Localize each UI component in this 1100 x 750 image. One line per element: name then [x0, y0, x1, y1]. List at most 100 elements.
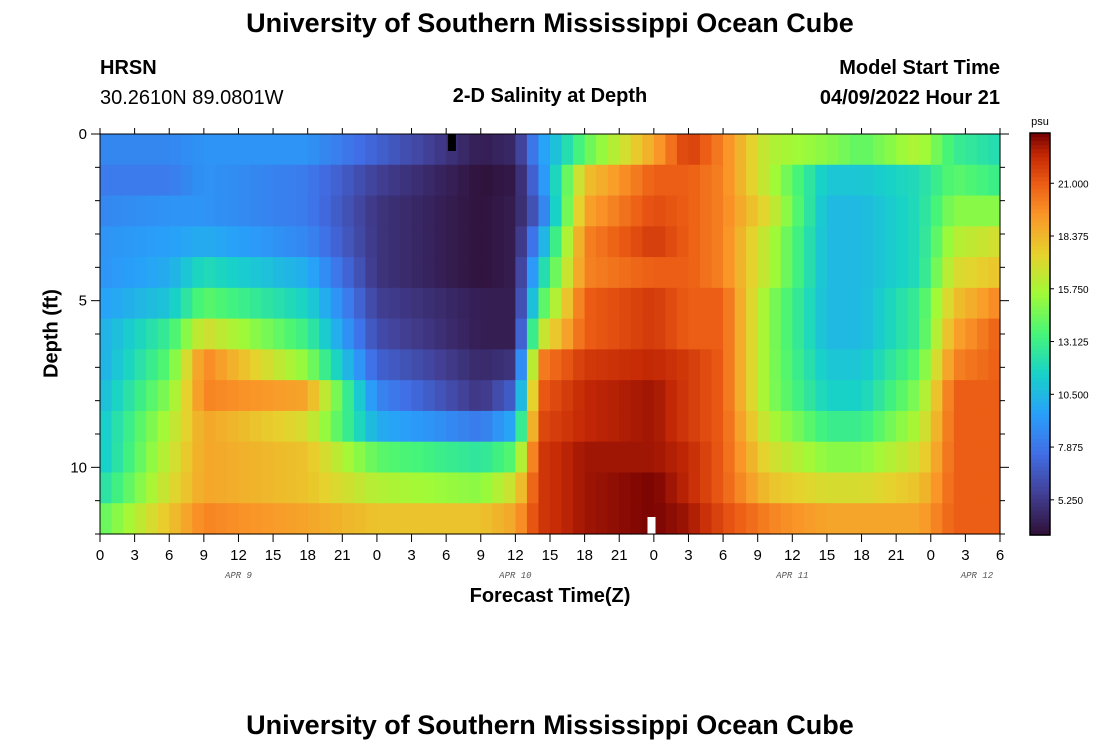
heatmap-cell — [942, 380, 955, 412]
heatmap-cell — [480, 503, 493, 535]
heatmap-cell — [584, 349, 597, 381]
heatmap-cell — [873, 349, 886, 381]
heatmap-cell — [734, 226, 747, 258]
colorbar-segment — [1030, 193, 1050, 198]
heatmap-cell — [826, 134, 840, 166]
heatmap-cell — [307, 441, 320, 474]
colorbar-segment — [1030, 510, 1050, 516]
heatmap-cell — [134, 287, 147, 320]
heatmap-cell — [388, 134, 401, 166]
heatmap-cell — [838, 226, 851, 258]
heatmap-cell — [296, 410, 309, 443]
heatmap-cell — [307, 472, 320, 504]
heatmap-cell — [757, 164, 770, 197]
heatmap-cell — [803, 472, 816, 504]
heatmap-cell — [180, 164, 193, 197]
heatmap-cell — [619, 257, 632, 289]
heatmap-cell — [688, 318, 701, 350]
heatmap-cell — [307, 257, 320, 289]
heatmap-cell — [619, 472, 632, 504]
heatmap-cell — [411, 380, 424, 412]
heatmap-cell — [169, 380, 182, 412]
heatmap-cell — [873, 410, 886, 443]
heatmap-cell — [250, 257, 263, 289]
heatmap-cell — [976, 349, 990, 381]
heatmap-cell — [215, 287, 228, 320]
colorbar-segment — [1030, 386, 1050, 391]
heatmap-cell — [607, 410, 620, 443]
repeat-title: University of Southern Mississippi Ocean… — [246, 710, 854, 740]
heatmap-cell — [261, 164, 274, 197]
heatmap-cell — [803, 349, 816, 381]
heatmap-cell — [411, 503, 424, 535]
heatmap-cell — [469, 164, 482, 197]
heatmap-cell — [307, 349, 320, 381]
heatmap-cell — [746, 503, 759, 535]
heatmap-cell — [665, 287, 678, 320]
heatmap-cell — [226, 134, 240, 166]
heatmap-cells — [100, 134, 1001, 535]
heatmap-cell — [376, 134, 390, 166]
heatmap-cell — [700, 287, 713, 320]
heatmap-cell — [342, 134, 355, 166]
heatmap-cell — [307, 380, 320, 412]
heatmap-cell — [746, 195, 759, 227]
heatmap-cell — [769, 441, 782, 474]
heatmap-cell — [526, 410, 540, 443]
heatmap-cell — [538, 410, 551, 443]
colorbar-segment — [1030, 438, 1050, 444]
heatmap-cell — [642, 226, 655, 258]
heatmap-cell — [665, 226, 678, 258]
heatmap-cell — [284, 349, 297, 381]
heatmap-cell — [734, 257, 747, 289]
heatmap-cell — [653, 410, 666, 443]
heatmap-cell — [157, 164, 170, 197]
heatmap-cell — [803, 287, 816, 320]
heatmap-cell — [319, 410, 332, 443]
heatmap-cell — [423, 472, 436, 504]
heatmap-cell — [919, 380, 932, 412]
heatmap-cell — [815, 257, 828, 289]
heatmap-cell — [746, 472, 759, 504]
heatmap-cell — [873, 503, 886, 535]
heatmap-cell — [261, 318, 274, 350]
heatmap-cell — [480, 380, 493, 412]
heatmap-cell — [792, 287, 805, 320]
heatmap-cell — [653, 349, 666, 381]
heatmap-cell — [446, 380, 459, 412]
heatmap-cell — [319, 503, 332, 535]
heatmap-cell — [850, 441, 863, 474]
heatmap-cell — [988, 226, 1001, 258]
colorbar-unit-label: psu — [1031, 116, 1049, 128]
heatmap-cell — [457, 472, 470, 504]
heatmap-cell — [469, 410, 482, 443]
heatmap-cell — [457, 134, 470, 166]
heatmap-cell — [596, 503, 609, 535]
heatmap-cell — [642, 287, 655, 320]
heatmap-cell — [711, 195, 724, 227]
heatmap-cell — [515, 503, 528, 535]
heatmap-cell — [457, 257, 470, 289]
heatmap-cell — [353, 503, 366, 535]
heatmap-cell — [192, 441, 205, 474]
colorbar-segment — [1030, 305, 1050, 311]
heatmap-cell — [642, 195, 655, 227]
heatmap-cell — [700, 164, 713, 197]
heatmap-cell — [296, 287, 309, 320]
heatmap-cell — [180, 410, 193, 443]
heatmap-cell — [838, 287, 851, 320]
x-tick-label: 3 — [961, 547, 969, 564]
heatmap-cell — [503, 318, 516, 350]
heatmap-cell — [469, 503, 482, 535]
colorbar-segment — [1030, 245, 1050, 251]
heatmap-cell — [250, 134, 263, 166]
colorbar-segment — [1030, 309, 1050, 315]
heatmap-cell — [365, 318, 378, 350]
heatmap-cell — [100, 226, 113, 258]
heatmap-cell — [573, 441, 586, 474]
heatmap-cell — [665, 349, 678, 381]
heatmap-cell — [653, 257, 666, 289]
heatmap-cell — [169, 226, 182, 258]
heatmap-cell — [203, 318, 216, 350]
heatmap-cell — [353, 257, 366, 289]
